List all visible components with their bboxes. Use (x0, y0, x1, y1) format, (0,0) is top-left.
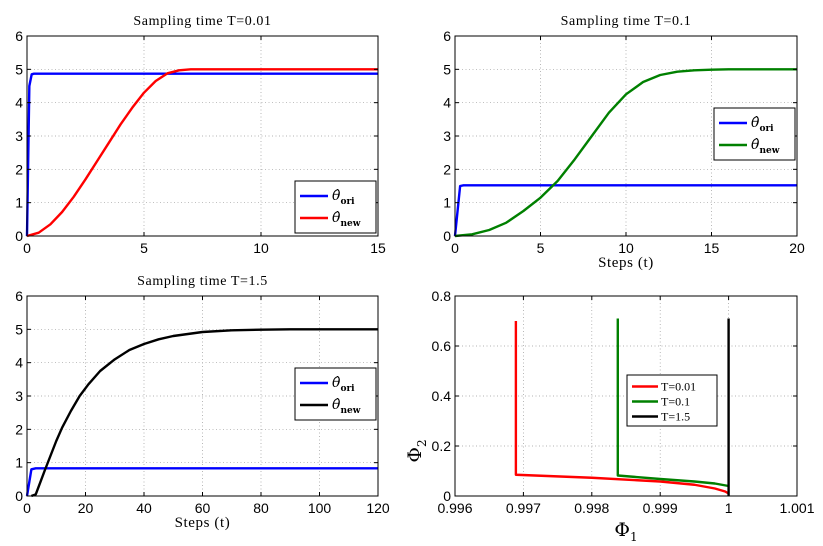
legend-subscript: new (340, 219, 360, 229)
legend-symbol: θ̂ (751, 137, 760, 153)
x-tick-label: 1 (725, 500, 733, 516)
x-tick-label: 10 (253, 240, 269, 256)
y-tick-label: 2 (15, 421, 23, 437)
y-tick-label: 5 (15, 61, 23, 77)
chart-4: 0.996 0.997 0.998 0.999 1 1.001 0 0.2 0.4 0.6 0.8 Φ… (404, 288, 815, 544)
y-tick-label: 5 (15, 321, 23, 337)
y-tick-label: 2 (443, 161, 451, 177)
x-tick-label: 15 (370, 240, 386, 256)
x-tick-label: 5 (140, 240, 148, 256)
x-axis-label-symbol: Φ (614, 519, 630, 541)
legend-subscript: new (340, 406, 360, 416)
legend-subscript: ori (759, 124, 774, 134)
chart-title: Sampling time T=0.1 (561, 14, 692, 29)
y-axis-label-symbol: Φ (404, 447, 426, 463)
legend-label-2: θ̂new (332, 210, 361, 229)
x-tick-label: 120 (366, 500, 390, 516)
chart-2: 0 5 10 15 20 0 1 2 3 4 5 6 Sampling time T=0.1 Steps … (443, 14, 805, 271)
legend: T=0.01T=0.1T=1.5 (626, 374, 718, 427)
y-tick-label: 0 (443, 488, 451, 504)
y-tick-label: 4 (15, 95, 23, 111)
y-tick-label: 4 (15, 355, 23, 371)
x-axis-label: Φ1 (614, 519, 637, 544)
legend-label-1: θ̂ori (332, 375, 355, 394)
y-tick-label: 0 (15, 228, 23, 244)
y-tick-label: 5 (443, 61, 451, 77)
y-axis-label: Φ2 (404, 439, 429, 462)
x-tick-label: 20 (789, 240, 805, 256)
series-line-2 (616, 318, 729, 488)
x-tick-label: 0 (23, 500, 31, 516)
y-tick-label: 6 (15, 288, 23, 304)
legend-subscript: ori (340, 197, 355, 207)
y-tick-label: 4 (443, 95, 451, 111)
legend-label-3: T=1.5 (661, 410, 690, 424)
y-tick-label: 1 (15, 455, 23, 471)
x-tick-label: 0 (451, 240, 459, 256)
legend-box (294, 367, 377, 421)
x-axis-label: Steps (t) (175, 515, 231, 531)
series-line-2 (26, 68, 378, 238)
y-tick-label: 0.8 (432, 288, 452, 304)
series-line-1 (25, 467, 378, 497)
x-tick-label: 0.998 (574, 500, 609, 516)
legend-symbol: θ̂ (332, 188, 341, 204)
y-tick-label: 0.2 (432, 438, 452, 454)
legend-label-2: θ̂new (751, 137, 780, 156)
legend-label-1: θ̂ori (332, 188, 355, 207)
x-tick-label: 80 (253, 500, 269, 516)
y-tick-label: 0.6 (432, 338, 452, 354)
series-line-2 (30, 328, 378, 498)
x-tick-label: 60 (195, 500, 211, 516)
x-tick-label: 20 (78, 500, 94, 516)
x-tick-label: 10 (618, 240, 634, 256)
x-tick-label: 0.999 (643, 500, 678, 516)
y-tick-label: 0 (15, 488, 23, 504)
legend-symbol: θ̂ (332, 397, 341, 413)
series-line-1 (514, 321, 730, 495)
series-line-1 (453, 184, 797, 237)
legend-subscript: new (759, 146, 779, 156)
x-tick-label: 0 (23, 240, 31, 256)
y-tick-label: 0.4 (432, 388, 452, 404)
legend-label-1: T=0.01 (661, 380, 696, 394)
legend-label-1: θ̂ori (751, 115, 774, 134)
legend-symbol: θ̂ (332, 210, 341, 226)
y-tick-label: 1 (15, 195, 23, 211)
legend-symbol: θ̂ (751, 115, 760, 131)
legend-label-2: T=0.1 (661, 395, 690, 409)
chart-title: Sampling time T=0.01 (133, 14, 271, 29)
y-tick-label: 3 (15, 388, 23, 404)
y-axis-label-subscript: 2 (415, 439, 429, 447)
x-axis-label: Steps (t) (598, 255, 654, 271)
x-axis-label-subscript: 1 (630, 530, 638, 544)
legend-subscript: ori (340, 384, 355, 394)
y-tick-label: 3 (15, 128, 23, 144)
x-tick-label: 0.997 (506, 500, 541, 516)
y-tick-label: 6 (443, 28, 451, 44)
legend-label-2: θ̂new (332, 397, 361, 416)
x-tick-label: 15 (704, 240, 720, 256)
y-tick-label: 2 (15, 161, 23, 177)
x-tick-label: 40 (136, 500, 152, 516)
x-tick-label: 0.996 (437, 500, 472, 516)
x-tick-label: 1.001 (779, 500, 814, 516)
x-tick-label: 5 (537, 240, 545, 256)
legend-box (713, 107, 796, 161)
y-tick-label: 1 (443, 195, 451, 211)
y-tick-label: 6 (15, 28, 23, 44)
y-tick-label: 0 (443, 228, 451, 244)
y-tick-label: 3 (443, 128, 451, 144)
chart-3: 0 20 40 60 80 100 120 0 1 2 3 4 5 6 Sampling time T=1.… (15, 274, 390, 531)
x-tick-label: 100 (308, 500, 332, 516)
chart-title: Sampling time T=1.5 (137, 274, 268, 289)
legend-symbol: θ̂ (332, 375, 341, 391)
legend-box (294, 180, 377, 234)
series-line-2 (454, 68, 797, 238)
